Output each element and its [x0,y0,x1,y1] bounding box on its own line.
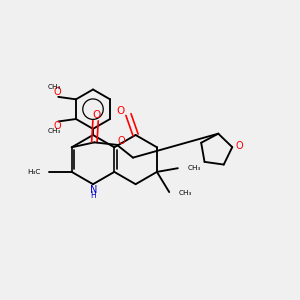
Text: CH₃: CH₃ [179,190,192,196]
Text: O: O [117,106,125,116]
Text: O: O [53,87,61,97]
Text: CH₃: CH₃ [48,84,61,90]
Text: O: O [93,110,101,120]
Text: O: O [117,136,125,146]
Text: CH₃: CH₃ [188,165,201,171]
Text: H: H [91,190,97,200]
Text: CH₃: CH₃ [48,128,61,134]
Text: O: O [53,121,61,131]
Text: O: O [235,141,243,151]
Text: N: N [90,185,97,195]
Text: H₃C: H₃C [27,169,41,175]
